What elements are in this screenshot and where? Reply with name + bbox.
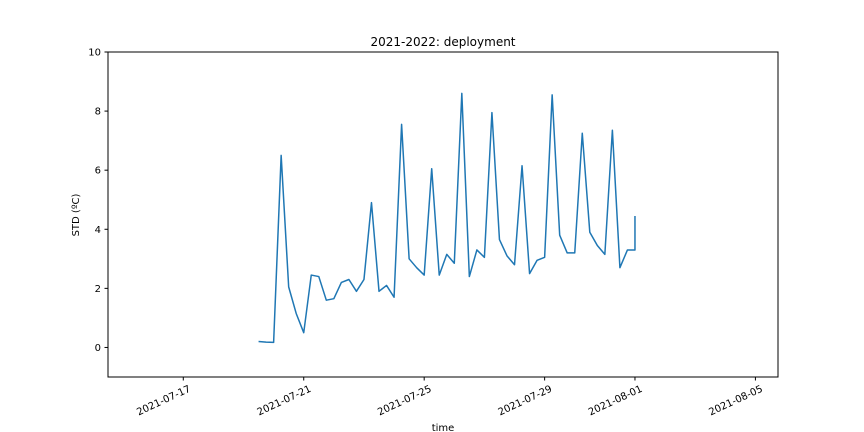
plot-frame (107, 51, 779, 378)
x-tick-label: 2021-08-01 (587, 384, 644, 419)
y-tick-label: 4 (95, 225, 101, 236)
y-tick-label: 0 (95, 343, 101, 354)
series-layer (258, 92, 636, 344)
x-tick-label: 2021-07-21 (256, 384, 313, 419)
x-axis: 2021-07-17 2021-07-21 2021-07-25 2021-07-29… (135, 377, 765, 419)
x-tick-label: 2021-07-29 (497, 384, 554, 419)
y-tick-label: 8 (95, 107, 101, 118)
x-tick-label: 2021-07-25 (376, 384, 433, 419)
chart-title: 2021-2022: deployment (370, 35, 515, 49)
y-axis: 0 2 4 6 8 10 (88, 48, 108, 354)
y-tick-label: 2 (95, 284, 101, 295)
y-tick-label: 10 (88, 48, 101, 59)
x-tick-label: 2021-08-05 (707, 384, 764, 419)
x-axis-label: time (432, 423, 455, 432)
x-tick-label: 2021-07-17 (135, 384, 192, 419)
y-axis-label: STD (ºC) (71, 193, 82, 236)
y-tick-label: 6 (95, 166, 101, 177)
series-line (258, 92, 636, 344)
